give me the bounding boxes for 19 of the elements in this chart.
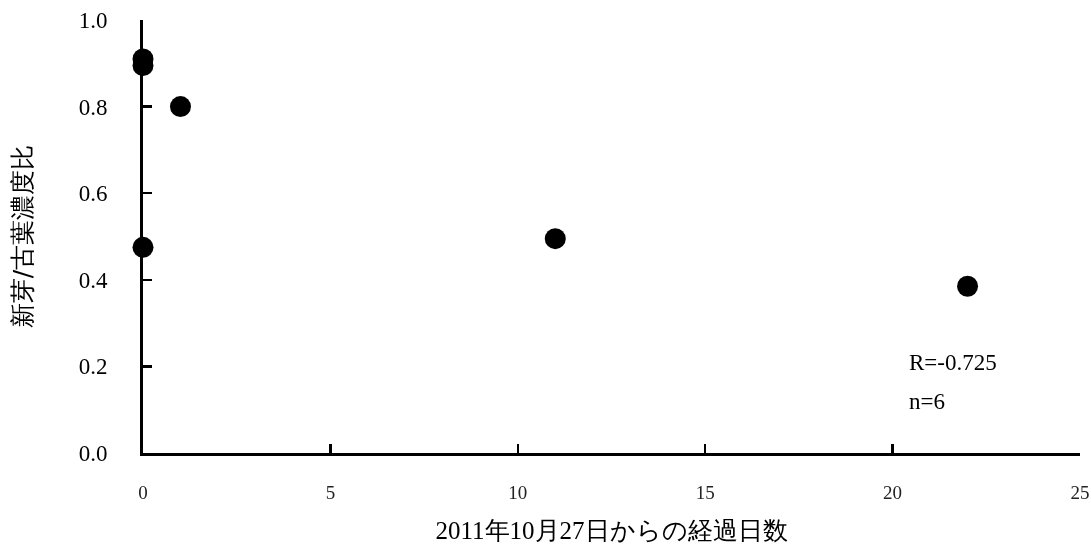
y-tick-label: 1.0 [78, 8, 108, 34]
x-axis-title: 2011年10月27日からの経過日数 [435, 516, 788, 544]
y-tick-label: 0.2 [78, 354, 108, 380]
annotation: n=6 [909, 389, 945, 414]
x-tick-label: 10 [508, 481, 528, 503]
point [169, 96, 191, 118]
y-tick-label: 0.0 [78, 441, 108, 467]
x-tick-label: 25 [1070, 481, 1090, 503]
y-tick-label: 0.6 [78, 181, 108, 207]
y-tick-label: 0.8 [78, 94, 108, 120]
annotation: R=-0.725 [909, 350, 997, 375]
x-tick-label: 5 [325, 481, 336, 503]
y-axis-title: 新芽/古葉濃度比 [8, 144, 38, 329]
point [544, 228, 566, 250]
point [957, 275, 979, 297]
x-tick-label: 0 [138, 481, 148, 503]
y-tick-label: 0.4 [78, 267, 108, 293]
x-tick-label: 20 [883, 481, 903, 503]
x-tick-label: 15 [695, 481, 715, 503]
